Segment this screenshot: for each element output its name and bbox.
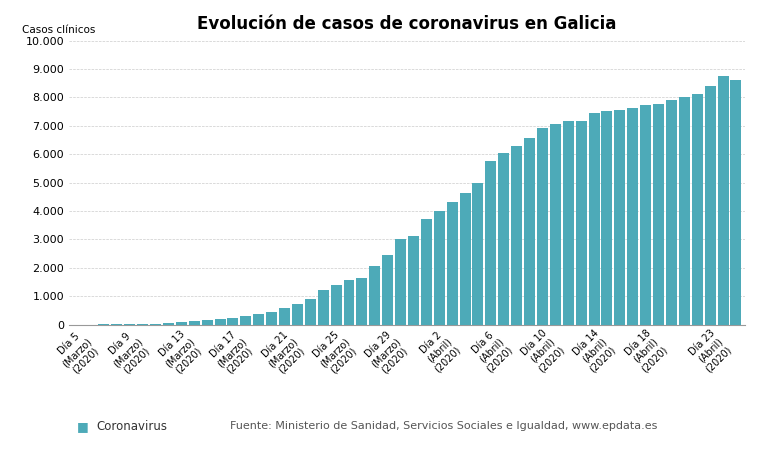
Bar	[330, 285, 342, 325]
Bar	[421, 219, 432, 325]
Bar	[124, 324, 135, 325]
Bar	[292, 304, 303, 325]
Bar	[730, 80, 741, 325]
Bar	[369, 266, 380, 325]
Bar	[240, 316, 251, 325]
Bar	[705, 86, 716, 325]
Bar	[395, 239, 406, 325]
Bar	[227, 318, 238, 325]
Bar	[614, 110, 625, 325]
Bar	[150, 324, 161, 325]
Bar	[588, 113, 600, 325]
Bar	[189, 321, 200, 325]
Bar	[163, 323, 174, 325]
Bar	[627, 108, 638, 325]
Bar	[498, 153, 509, 325]
Bar	[434, 211, 445, 325]
Bar	[253, 314, 264, 325]
Bar	[214, 319, 226, 325]
Bar	[511, 146, 522, 325]
Bar	[550, 124, 561, 325]
Bar	[563, 121, 574, 325]
Bar	[472, 183, 484, 325]
Title: Evolución de casos de coronavirus en Galicia: Evolución de casos de coronavirus en Gal…	[197, 15, 617, 33]
Bar	[305, 299, 316, 325]
Bar	[343, 280, 355, 325]
Bar	[485, 161, 496, 325]
Bar	[382, 255, 393, 325]
Bar	[666, 100, 677, 325]
Bar	[679, 97, 690, 325]
Bar	[279, 308, 290, 325]
Bar	[717, 76, 729, 325]
Bar	[202, 320, 213, 325]
Bar	[176, 322, 187, 325]
Bar	[408, 235, 419, 325]
Bar	[641, 105, 651, 325]
Bar	[266, 312, 277, 325]
Bar	[601, 111, 612, 325]
Bar	[459, 193, 471, 325]
Bar	[356, 278, 367, 325]
Bar	[137, 324, 148, 325]
Bar	[653, 104, 664, 325]
Y-axis label: Casos clínicos: Casos clínicos	[22, 25, 95, 35]
Bar	[692, 94, 703, 325]
Bar	[447, 202, 458, 325]
Text: Fuente: Ministerio de Sanidad, Servicios Sociales e Igualdad, www.epdata.es: Fuente: Ministerio de Sanidad, Servicios…	[230, 421, 657, 431]
Bar	[537, 128, 548, 325]
Text: ■: ■	[77, 420, 88, 433]
Bar	[318, 290, 329, 325]
Bar	[524, 138, 535, 325]
Text: Coronavirus: Coronavirus	[96, 420, 167, 433]
Bar	[576, 121, 587, 325]
